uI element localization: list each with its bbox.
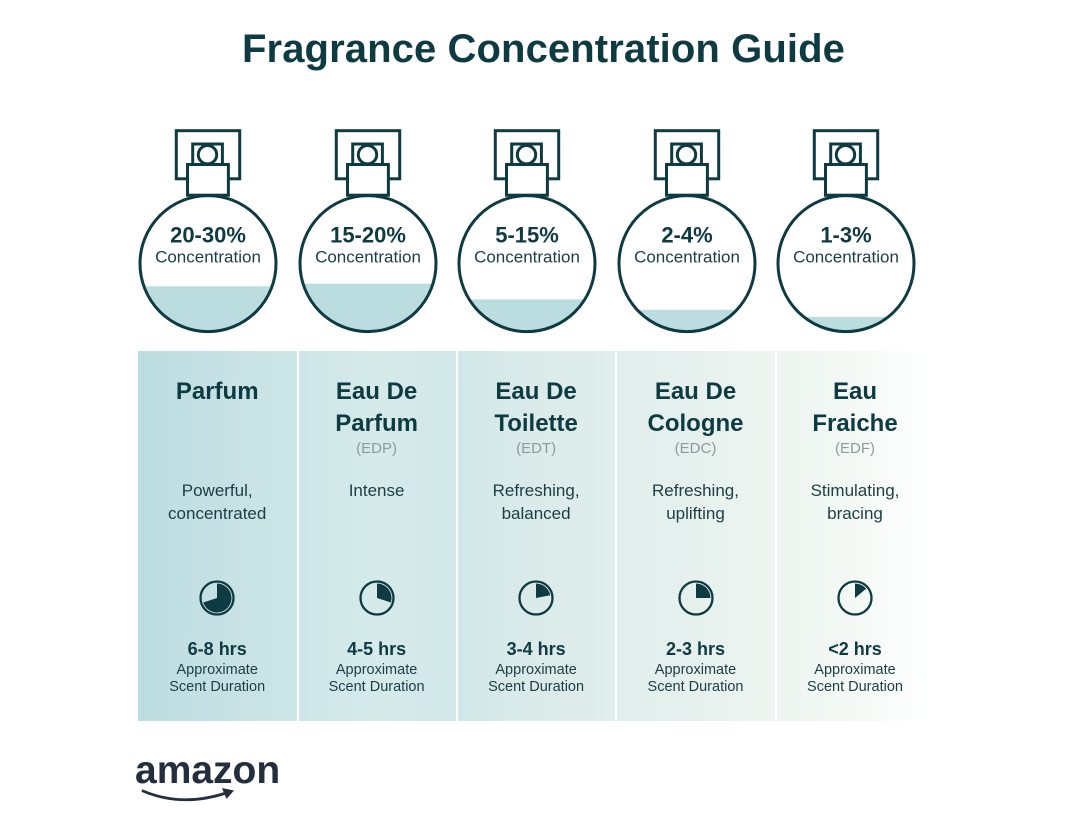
- svg-text:Concentration: Concentration: [474, 248, 580, 267]
- svg-text:Concentration: Concentration: [315, 248, 421, 267]
- svg-text:amazon: amazon: [135, 749, 280, 792]
- svg-text:Concentration: Concentration: [793, 248, 899, 267]
- svg-text:Concentration: Concentration: [155, 248, 261, 267]
- svg-text:1-3%: 1-3%: [820, 223, 871, 248]
- svg-text:Concentration: Concentration: [634, 248, 740, 267]
- svg-text:5-15%: 5-15%: [495, 223, 559, 248]
- svg-text:2-4%: 2-4%: [661, 223, 712, 248]
- svg-text:20-30%: 20-30%: [170, 223, 246, 248]
- svg-text:15-20%: 15-20%: [330, 223, 406, 248]
